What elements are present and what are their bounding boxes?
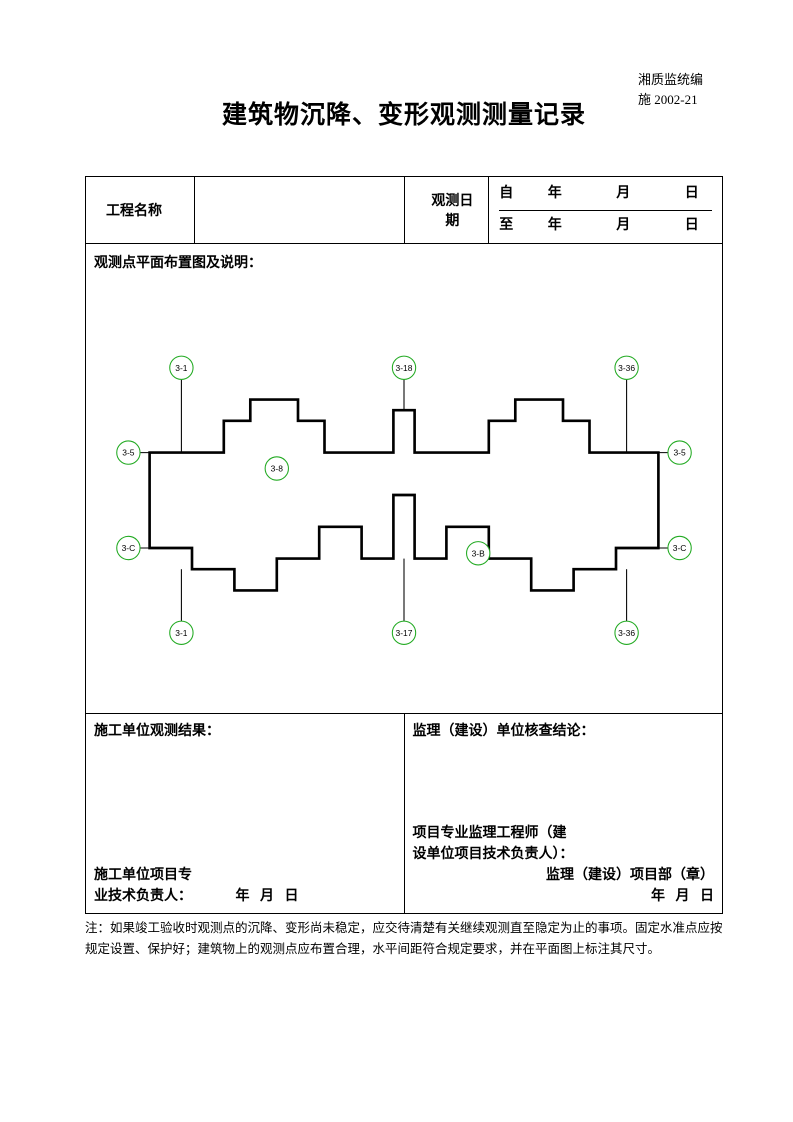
observation-point-marker: 3-8 xyxy=(265,457,288,480)
observation-point-marker: 3-36 xyxy=(615,356,638,379)
svg-text:3-C: 3-C xyxy=(122,543,136,553)
date-label: 观测日期 xyxy=(404,177,489,244)
page-title: 建筑物沉降、变形观测测量记录 xyxy=(85,95,723,131)
results-row: 施工单位观测结果： 施工单位项目专 业技术负责人： 年 月 日 监理（建设）单位… xyxy=(86,714,723,914)
date-range-cell[interactable]: 自 年 月 日 至 年 月 日 xyxy=(489,177,723,244)
observation-point-marker: 3-5 xyxy=(668,441,691,464)
observation-point-marker: 3-B xyxy=(467,542,490,565)
observation-point-marker: 3-C xyxy=(668,537,691,560)
supervision-result-header: 监理（建设）单位核查结论： xyxy=(413,720,715,740)
code-line1: 湘质监统编 xyxy=(638,70,703,90)
svg-text:3-1: 3-1 xyxy=(175,363,188,373)
diagram-cell: 观测点平面布置图及说明： 3-13-183-363-53-53-83-B3-C3… xyxy=(86,244,723,714)
observation-point-marker: 3-17 xyxy=(392,621,415,644)
diagram-row: 观测点平面布置图及说明： 3-13-183-363-53-53-83-B3-C3… xyxy=(86,244,723,714)
floor-plan-diagram: 3-1 3-18 3-36 3-5 3-5 3-8 3-B 3-C 3-C 3-1 3-17 3-36 xyxy=(86,280,722,710)
supervision-signature: 项目专业监理工程师（建 设单位项目技术负责人）： 监理（建设）项目部（章） 年 … xyxy=(413,823,715,907)
svg-text:3-36: 3-36 xyxy=(618,363,635,373)
svg-text:3-8: 3-8 xyxy=(271,464,284,474)
project-value-cell[interactable] xyxy=(195,177,404,244)
date-to: 至 年 月 日 xyxy=(499,210,712,240)
svg-text:3-36: 3-36 xyxy=(618,628,635,638)
observation-point-marker: 3-1 xyxy=(170,621,193,644)
code-line2: 施 2002-21 xyxy=(638,90,703,110)
construction-result-cell[interactable]: 施工单位观测结果： 施工单位项目专 业技术负责人： 年 月 日 xyxy=(86,714,405,914)
svg-text:3-5: 3-5 xyxy=(673,448,686,458)
record-table: 工程名称 观测日期 自 年 月 日 至 年 月 日 观测点平面 xyxy=(85,176,723,914)
observation-point-marker: 3-18 xyxy=(392,356,415,379)
header-row: 工程名称 观测日期 自 年 月 日 至 年 月 日 xyxy=(86,177,723,244)
svg-text:3-C: 3-C xyxy=(673,543,687,553)
diagram-header: 观测点平面布置图及说明： xyxy=(86,244,722,280)
construction-result-header: 施工单位观测结果： xyxy=(94,720,396,740)
supervision-result-cell[interactable]: 监理（建设）单位核查结论： 项目专业监理工程师（建 设单位项目技术负责人）： 监… xyxy=(404,714,723,914)
observation-point-marker: 3-36 xyxy=(615,621,638,644)
project-label: 工程名称 xyxy=(86,177,195,244)
svg-text:3-B: 3-B xyxy=(472,548,486,558)
observation-point-marker: 3-C xyxy=(117,537,140,560)
construction-signature: 施工单位项目专 业技术负责人： 年 月 日 xyxy=(94,865,299,907)
svg-text:3-18: 3-18 xyxy=(396,363,413,373)
date-from: 自 年 月 日 xyxy=(499,181,712,208)
svg-text:3-5: 3-5 xyxy=(122,448,135,458)
svg-text:3-17: 3-17 xyxy=(396,628,413,638)
document-code: 湘质监统编 施 2002-21 xyxy=(638,70,703,109)
footnote: 注：如果竣工验收时观测点的沉降、变形尚未稳定，应交待清楚有关继续观测直至隐定为止… xyxy=(85,918,723,961)
observation-point-marker: 3-1 xyxy=(170,356,193,379)
svg-text:3-1: 3-1 xyxy=(175,628,188,638)
observation-point-marker: 3-5 xyxy=(117,441,140,464)
